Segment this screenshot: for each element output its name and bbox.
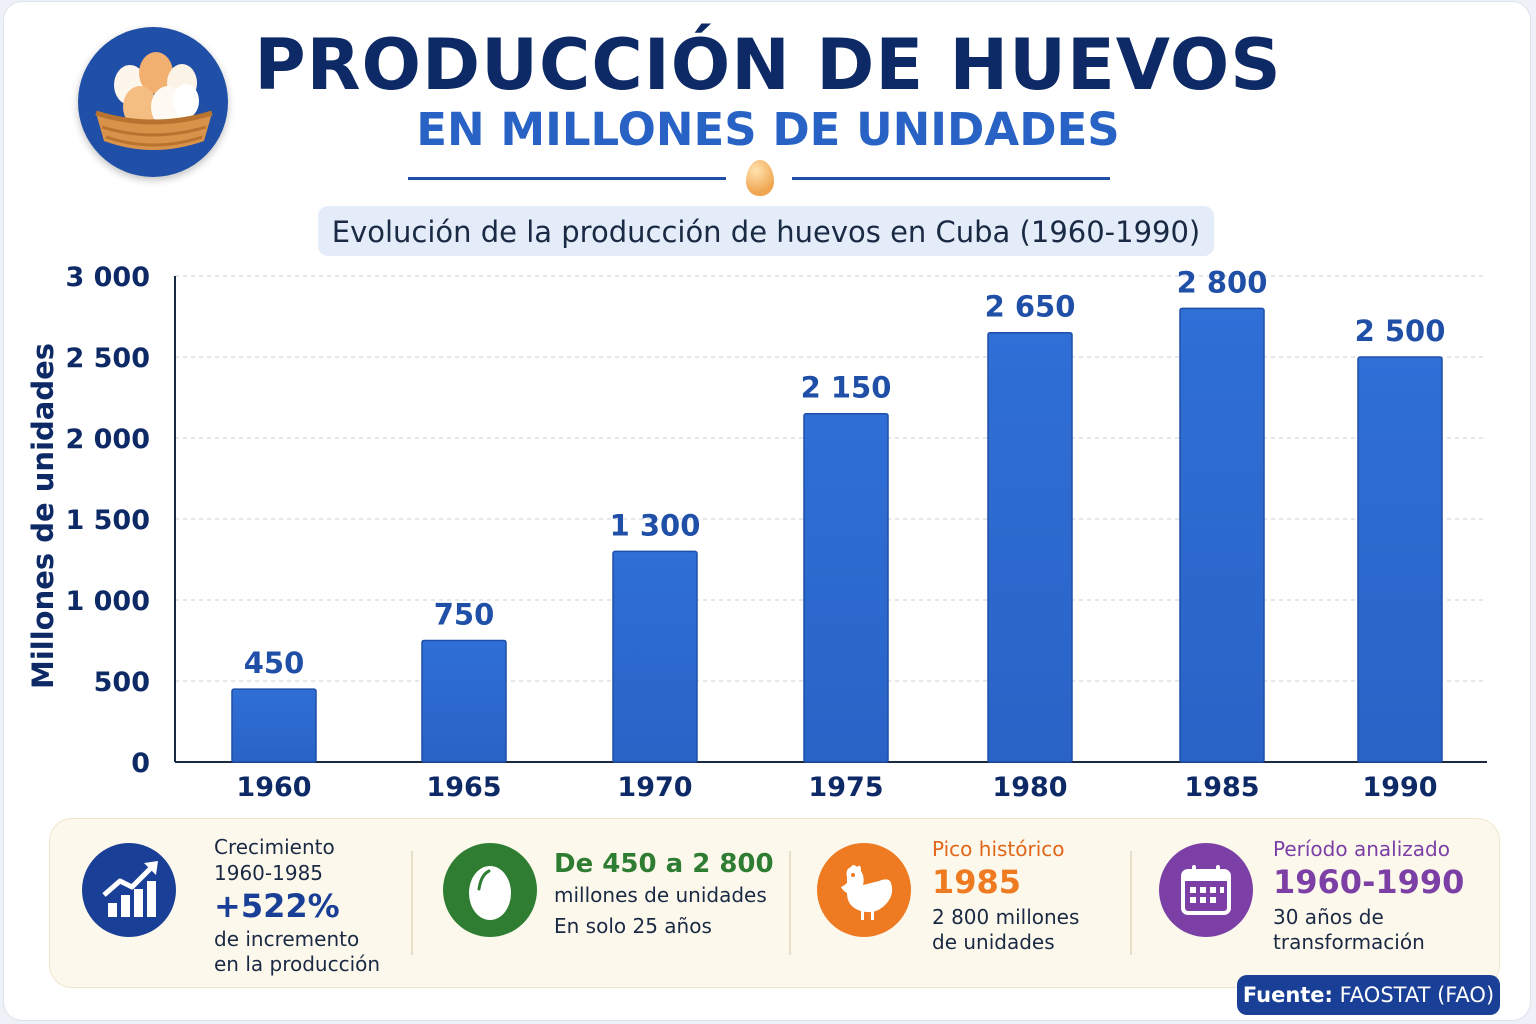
bar-value-label: 750 xyxy=(434,598,495,632)
stat-peak: Pico histórico 1985 2 800 millones de un… xyxy=(792,819,1130,987)
peak-desc-2: de unidades xyxy=(932,930,1055,954)
period-desc-1: 30 años de xyxy=(1273,905,1384,929)
bar-value-label: 450 xyxy=(244,646,305,680)
peak-label: Pico histórico xyxy=(932,837,1065,861)
growth-chart-icon xyxy=(82,843,176,937)
y-tick-label: 2 000 xyxy=(65,424,150,455)
bar-value-label: 2 150 xyxy=(801,371,892,405)
egg-basket-icon xyxy=(95,52,213,150)
bar-chart: 0 500 1 000 1 500 2 000 2 500 3 000 450 1960 750 1… xyxy=(65,262,1487,803)
stat-divider xyxy=(1130,851,1132,955)
growth-label: Crecimiento xyxy=(214,835,335,859)
growth-desc-1: de incremento xyxy=(214,927,360,951)
bar xyxy=(1179,307,1265,763)
y-tick-label: 3 000 xyxy=(65,262,150,293)
period-desc-2: transformación xyxy=(1273,930,1425,954)
peak-value: 1985 xyxy=(932,863,1022,901)
growth-value: +522% xyxy=(214,887,340,925)
x-tick-label: 1975 xyxy=(808,772,883,803)
stat-period: Período analizado 1960-1990 30 años de t… xyxy=(1133,819,1493,987)
x-tick-label: 1970 xyxy=(617,772,692,803)
y-tick-label: 0 xyxy=(131,748,150,779)
source-label: Fuente: xyxy=(1242,983,1333,1007)
bar xyxy=(987,331,1073,763)
bar-value-label: 2 650 xyxy=(985,290,1076,324)
range-headline: De 450 a 2 800 xyxy=(554,849,774,879)
period-label: Período analizado xyxy=(1273,837,1450,861)
range-desc-1: millones de unidades xyxy=(554,883,767,907)
bar xyxy=(612,550,698,763)
bar-value-label: 2 800 xyxy=(1177,265,1268,299)
y-tick-label: 500 xyxy=(94,667,150,698)
chart-caption: Evolución de la producción de huevos en … xyxy=(318,206,1214,256)
y-tick-label: 2 500 xyxy=(65,343,150,374)
x-tick-label: 1980 xyxy=(992,772,1067,803)
stat-range: De 450 a 2 800 millones de unidades En s… xyxy=(414,819,789,987)
main-title: PRODUCCIÓN DE HUEVOS xyxy=(254,24,1282,106)
range-desc-2: En solo 25 años xyxy=(554,914,712,938)
source-badge: Fuente: FAOSTAT (FAO) xyxy=(1237,975,1500,1015)
calendar-icon xyxy=(1159,843,1253,937)
period-value: 1960-1990 xyxy=(1273,863,1465,901)
bar xyxy=(421,639,507,763)
x-tick-label: 1985 xyxy=(1184,772,1259,803)
y-tick-label: 1 000 xyxy=(65,586,150,617)
hen-icon xyxy=(817,843,911,937)
egg-basket-logo xyxy=(78,27,228,177)
stats-panel: Crecimiento 1960-1985 +522% de increment… xyxy=(50,819,1499,987)
title-divider-right xyxy=(792,177,1110,180)
subtitle: EN MILLONES DE UNIDADES xyxy=(416,103,1120,156)
x-tick-label: 1965 xyxy=(426,772,501,803)
growth-desc-2: en la producción xyxy=(214,952,381,976)
title-divider-left xyxy=(408,177,726,180)
x-tick-label: 1960 xyxy=(236,772,311,803)
source-value: FAOSTAT (FAO) xyxy=(1339,983,1495,1007)
egg-icon xyxy=(443,843,537,937)
bar-value-label: 2 500 xyxy=(1355,314,1446,348)
growth-period: 1960-1985 xyxy=(214,861,324,885)
bar-value-label: 1 300 xyxy=(610,508,701,542)
stat-growth: Crecimiento 1960-1985 +522% de increment… xyxy=(50,819,410,987)
x-tick-label: 1990 xyxy=(1362,772,1437,803)
peak-desc-1: 2 800 millones xyxy=(932,905,1080,929)
bar xyxy=(1357,356,1443,763)
bar xyxy=(231,688,317,763)
stat-divider xyxy=(789,851,791,955)
egg-divider-icon xyxy=(746,160,774,196)
y-tick-label: 1 500 xyxy=(65,505,150,536)
bar xyxy=(803,412,889,763)
stat-divider xyxy=(411,851,413,955)
